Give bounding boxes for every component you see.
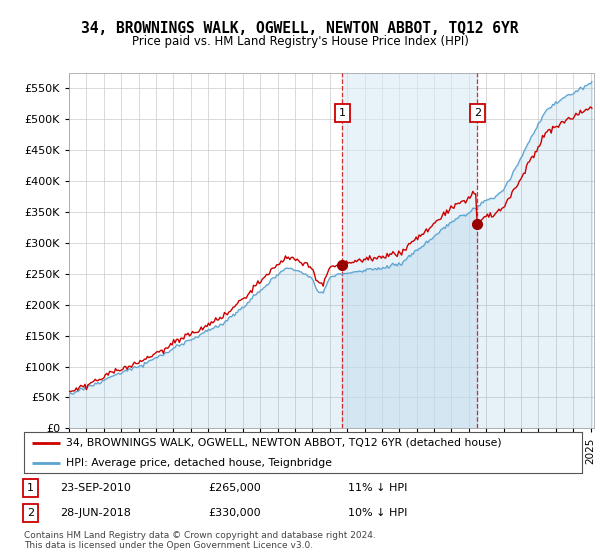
Text: £265,000: £265,000	[208, 483, 261, 493]
Text: 2: 2	[474, 108, 481, 118]
Text: 28-JUN-2018: 28-JUN-2018	[60, 508, 131, 518]
Text: 1: 1	[339, 108, 346, 118]
Text: 34, BROWNINGS WALK, OGWELL, NEWTON ABBOT, TQ12 6YR (detached house): 34, BROWNINGS WALK, OGWELL, NEWTON ABBOT…	[66, 438, 502, 448]
Text: 2: 2	[27, 508, 34, 518]
Bar	[343, 73, 478, 428]
Text: 11% ↓ HPI: 11% ↓ HPI	[347, 483, 407, 493]
Text: Contains HM Land Registry data © Crown copyright and database right 2024.
This d: Contains HM Land Registry data © Crown c…	[24, 531, 376, 550]
Text: £330,000: £330,000	[208, 508, 261, 518]
Text: 1: 1	[27, 483, 34, 493]
Text: Price paid vs. HM Land Registry's House Price Index (HPI): Price paid vs. HM Land Registry's House …	[131, 35, 469, 48]
Text: 23-SEP-2010: 23-SEP-2010	[60, 483, 131, 493]
Text: HPI: Average price, detached house, Teignbridge: HPI: Average price, detached house, Teig…	[66, 458, 332, 468]
Text: 34, BROWNINGS WALK, OGWELL, NEWTON ABBOT, TQ12 6YR: 34, BROWNINGS WALK, OGWELL, NEWTON ABBOT…	[81, 21, 519, 36]
Text: 10% ↓ HPI: 10% ↓ HPI	[347, 508, 407, 518]
